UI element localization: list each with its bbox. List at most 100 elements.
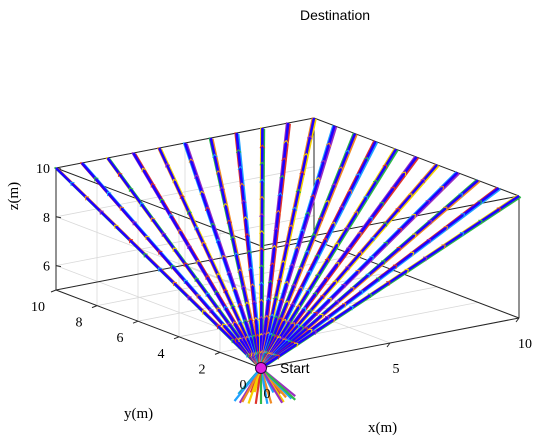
arrow-marker	[215, 238, 222, 244]
arrow-marker	[230, 304, 236, 309]
arrow-marker	[297, 266, 303, 272]
arrow-marker	[353, 211, 359, 216]
arrow-marker	[223, 288, 229, 294]
arrow-marker	[161, 232, 167, 237]
arrow-marker	[303, 327, 309, 332]
trajectory-1	[79, 161, 264, 369]
arrow-marker	[199, 190, 205, 195]
arrow-marker	[295, 188, 302, 194]
arrow-marker	[286, 320, 291, 325]
arrow-marker	[179, 194, 185, 199]
arrow-marker	[363, 195, 369, 200]
arrow-marker	[233, 252, 240, 257]
arrow-marker	[227, 322, 232, 327]
arrow-marker	[170, 264, 176, 270]
arrow-marker	[258, 247, 265, 252]
arrow-marker	[253, 316, 259, 322]
arrow-marker	[284, 242, 290, 247]
arrow-marker	[232, 286, 238, 292]
arrow-marker	[237, 268, 243, 274]
axes-edge	[55, 167, 262, 247]
y-tick-label: 10	[31, 300, 45, 315]
arrow-marker	[242, 319, 249, 324]
arrow-marker	[334, 242, 340, 247]
trajectory-6	[208, 137, 264, 369]
arrow-marker	[303, 152, 309, 158]
start-annotation: Start	[280, 360, 310, 376]
arrow-marker	[201, 310, 207, 315]
start-marker	[255, 362, 267, 374]
arrow-marker	[145, 235, 150, 241]
arrow-marker	[381, 260, 386, 265]
arrow-marker	[478, 219, 483, 225]
arrow-marker	[372, 179, 378, 185]
arrow-marker	[237, 302, 243, 308]
arrow-marker	[269, 313, 275, 319]
arrow-marker	[319, 294, 325, 300]
arrow-marker	[226, 219, 233, 224]
arrow-marker	[312, 330, 317, 335]
arrow-marker	[94, 177, 99, 182]
arrow-marker	[277, 192, 283, 197]
arrow-marker	[368, 216, 373, 222]
trajectory-19	[259, 186, 501, 370]
arrow-marker	[330, 318, 336, 323]
arrow-marker	[443, 226, 449, 231]
arrow-marker	[290, 283, 297, 289]
arrow-marker	[246, 249, 252, 255]
arrow-marker	[240, 285, 247, 290]
arrow-marker	[305, 289, 311, 294]
arrow-marker	[251, 300, 258, 305]
arrow-marker	[187, 296, 192, 301]
trajectories	[53, 117, 522, 370]
z-tick-label: 10	[36, 162, 50, 177]
arrow-marker	[259, 195, 265, 200]
arrow-marker	[341, 283, 346, 289]
arrow-marker	[306, 270, 312, 275]
arrow-marker	[204, 206, 211, 212]
trajectory-10	[258, 117, 317, 369]
x-tick-mark	[386, 342, 391, 348]
arrow-marker	[221, 254, 227, 260]
arrow-marker	[248, 266, 254, 271]
arrow-marker	[412, 233, 417, 238]
fan-stroke	[260, 367, 296, 401]
arrow-marker	[258, 281, 265, 286]
arrow-marker	[259, 212, 265, 218]
arrow-marker	[244, 232, 251, 238]
arrow-marker	[276, 277, 283, 283]
arrow-marker	[289, 263, 295, 268]
arrow-marker	[237, 320, 243, 325]
arrow-marker	[304, 250, 310, 255]
arrow-marker	[341, 303, 347, 308]
arrow-marker	[294, 323, 300, 329]
trajectory-14	[259, 148, 399, 369]
arrow-marker	[347, 189, 353, 194]
arrow-marker	[258, 298, 265, 303]
arrow-marker	[327, 297, 332, 303]
arrow-marker	[244, 301, 250, 306]
arrow-marker	[401, 171, 407, 176]
arrow-marker	[355, 269, 360, 275]
arrow-marker	[346, 246, 351, 252]
y-tick-label: 8	[76, 316, 83, 331]
arrow-marker	[425, 199, 430, 205]
arrow-marker	[183, 262, 189, 267]
arrow-marker	[265, 297, 272, 302]
arrow-marker	[363, 156, 369, 162]
arrow-marker	[379, 201, 384, 207]
arrow-marker	[315, 176, 321, 182]
trajectory-5	[182, 142, 264, 369]
arrow-marker	[301, 307, 307, 312]
arrow-marker	[287, 224, 294, 229]
arrow-marker	[99, 210, 104, 215]
arrow-marker	[350, 287, 355, 292]
arrow-marker	[331, 183, 337, 188]
arrow-marker	[439, 185, 445, 191]
arrow-marker	[357, 231, 362, 237]
arrow-marker	[477, 200, 483, 205]
arrow-marker	[392, 264, 398, 270]
z-axis-label: z(m)	[6, 182, 22, 210]
arrow-marker	[395, 207, 400, 213]
arrow-marker	[183, 279, 189, 285]
